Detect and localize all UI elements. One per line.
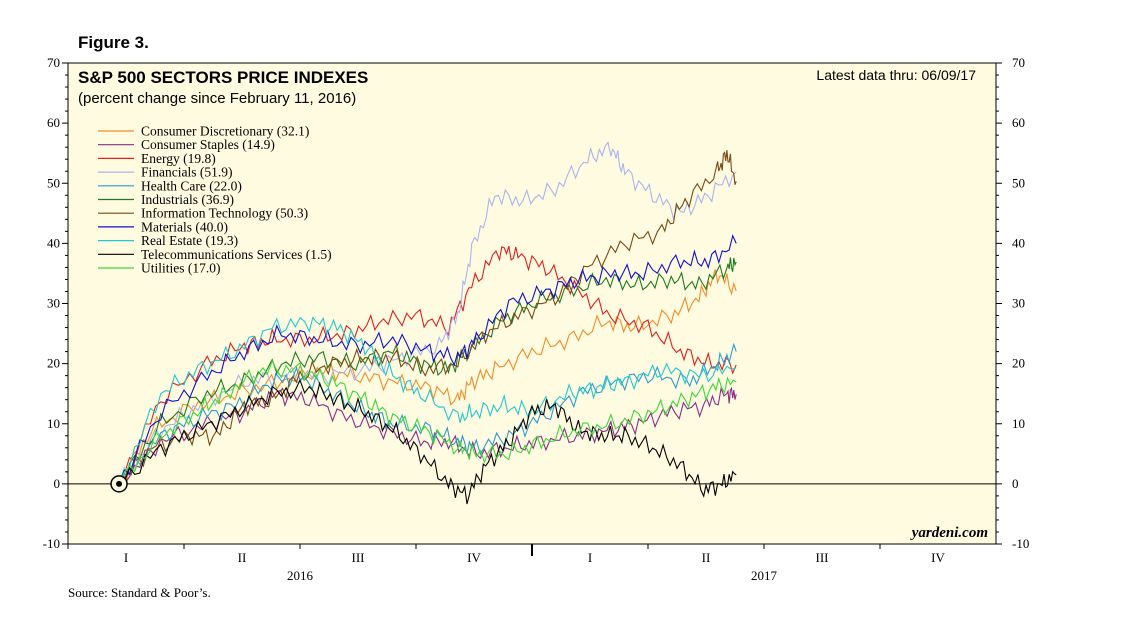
y-tick-label-right: 40 xyxy=(1012,235,1025,250)
legend-label: Telecommunications Services (1.5) xyxy=(141,247,332,262)
x-quarter-label: III xyxy=(816,550,829,565)
legend: Consumer Discretionary (32.1)Consumer St… xyxy=(98,124,332,276)
legend-label: Consumer Discretionary (32.1) xyxy=(141,124,309,139)
y-tick-label-right: -10 xyxy=(1012,536,1029,551)
x-year-label: 2017 xyxy=(751,568,778,583)
latest-data-note: Latest data thru: 06/09/17 xyxy=(816,67,976,83)
y-tick-label-right: 70 xyxy=(1012,55,1025,70)
chart-subtitle: (percent change since February 11, 2016) xyxy=(78,90,356,107)
watermark: yardeni.com xyxy=(910,525,988,541)
series-line xyxy=(118,257,737,486)
legend-label: Utilities (17.0) xyxy=(141,261,221,276)
y-tick-label-right: 0 xyxy=(1012,476,1019,491)
y-tick-label-left: 50 xyxy=(47,175,60,190)
series-line xyxy=(118,234,737,485)
x-quarter-label: I xyxy=(124,550,128,565)
legend-label: Financials (51.9) xyxy=(141,165,232,180)
legend-label: Information Technology (50.3) xyxy=(141,206,308,221)
y-tick-label-left: 10 xyxy=(47,416,60,431)
x-quarter-label: II xyxy=(702,550,711,565)
y-tick-label-right: 50 xyxy=(1012,175,1025,190)
y-tick-label-right: 60 xyxy=(1012,115,1025,130)
legend-label: Industrials (36.9) xyxy=(141,192,234,207)
x-quarter-label: IV xyxy=(467,550,481,565)
y-tick-label-left: 60 xyxy=(47,115,60,130)
legend-label: Real Estate (19.3) xyxy=(141,233,238,248)
legend-label: Consumer Staples (14.9) xyxy=(141,137,275,152)
x-quarter-label: II xyxy=(238,550,247,565)
series-line xyxy=(118,245,737,485)
series-line xyxy=(118,150,737,485)
series-layer xyxy=(118,141,737,505)
y-tick-label-right: 10 xyxy=(1012,416,1025,431)
series-line xyxy=(118,378,737,505)
legend-label: Materials (40.0) xyxy=(141,219,228,234)
y-tick-label-left: 20 xyxy=(47,356,60,371)
x-quarter-label: III xyxy=(352,550,365,565)
y-axis-right: -10 0 10 20 30 40 50 60 70 xyxy=(996,55,1029,551)
y-tick-label-left: -10 xyxy=(43,536,60,551)
y-tick-label-left: 30 xyxy=(47,296,60,311)
series-line xyxy=(118,316,737,485)
base-point-marker xyxy=(110,475,128,493)
x-quarter-label: I xyxy=(588,550,592,565)
legend-label: Energy (19.8) xyxy=(141,151,216,166)
series-line xyxy=(118,141,737,485)
figure-label: Figure 3. xyxy=(78,33,149,52)
series-line xyxy=(118,342,737,485)
x-quarter-label: IV xyxy=(931,550,945,565)
chart-title: S&P 500 SECTORS PRICE INDEXES xyxy=(78,68,368,87)
base-marker-dot xyxy=(116,480,123,487)
y-axis-left: -10 0 10 20 30 40 50 60 70 xyxy=(43,55,68,551)
y-tick-label-left: 0 xyxy=(54,476,61,491)
y-tick-label-right: 20 xyxy=(1012,356,1025,371)
y-tick-label-left: 70 xyxy=(47,55,60,70)
series-line xyxy=(118,359,737,485)
legend-label: Health Care (22.0) xyxy=(141,178,242,193)
y-tick-label-left: 40 xyxy=(47,235,60,250)
y-tick-label-right: 30 xyxy=(1012,296,1025,311)
x-year-label: 2016 xyxy=(287,568,314,583)
source-note: Source: Standard & Poor’s. xyxy=(68,585,211,600)
